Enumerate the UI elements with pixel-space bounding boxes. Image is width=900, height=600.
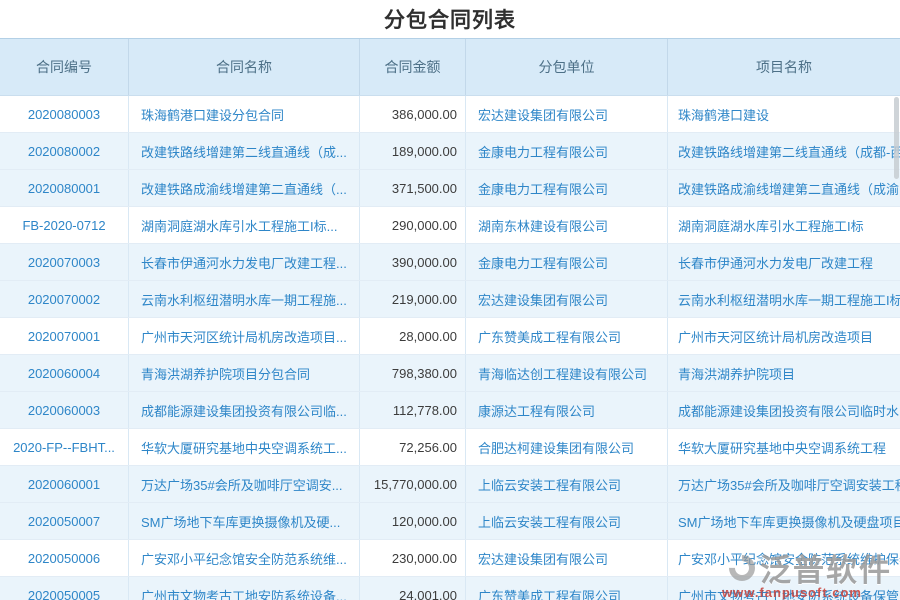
cell-subcontractor[interactable]: 湖南东林建设有限公司 [466,207,668,243]
column-header-contract-amount: 合同金额 [360,39,466,95]
cell-contract-name[interactable]: 湖南洞庭湖水库引水工程施工I标... [129,207,360,243]
cell-subcontractor[interactable]: 合肥达柯建设集团有限公司 [466,429,668,465]
subcontract-table: 合同编号 合同名称 合同金额 分包单位 项目名称 2020080003 珠海鹤港口… [0,38,900,600]
table-row: 2020060004 青海洪湖养护院项目分包合同 798,380.00 青海临达创工程… [0,355,900,392]
cell-contract-amount: 230,000.00 [360,540,466,576]
cell-contract-code[interactable]: 2020050007 [0,503,129,539]
cell-subcontractor[interactable]: 康源达工程有限公司 [466,392,668,428]
cell-subcontractor[interactable]: 宏达建设集团有限公司 [466,96,668,132]
cell-subcontractor[interactable]: 宏达建设集团有限公司 [466,540,668,576]
cell-contract-amount: 24,001.00 [360,577,466,600]
cell-contract-code[interactable]: 2020060001 [0,466,129,502]
cell-contract-code[interactable]: 2020080002 [0,133,129,169]
cell-contract-name[interactable]: 广安邓小平纪念馆安全防范系统维... [129,540,360,576]
table-row: 2020050005 广州市文物考古工地安防系统设备... 24,001.00 广东赞… [0,577,900,600]
cell-subcontractor[interactable]: 金康电力工程有限公司 [466,133,668,169]
cell-contract-amount: 290,000.00 [360,207,466,243]
column-header-subcontractor: 分包单位 [466,39,668,95]
table-row: 2020070001 广州市天河区统计局机房改造项目... 28,000.00 广东赞… [0,318,900,355]
cell-project-name[interactable]: 成都能源建设集团投资有限公司临时水 [678,403,900,419]
table-row: 2020080002 改建铁路线增建第二线直通线（成... 189,000.00 金康… [0,133,900,170]
cell-contract-amount: 390,000.00 [360,244,466,280]
page-title: 分包合同列表 [384,9,516,32]
cell-contract-name[interactable]: 广州市文物考古工地安防系统设备... [129,577,360,600]
cell-contract-name[interactable]: 青海洪湖养护院项目分包合同 [129,355,360,391]
cell-project-name[interactable]: 湖南洞庭湖水库引水工程施工I标 [678,218,864,234]
cell-contract-code[interactable]: 2020070001 [0,318,129,354]
table-row: FB-2020-0712 湖南洞庭湖水库引水工程施工I标... 290,000.00… [0,207,900,244]
cell-contract-code[interactable]: 2020060003 [0,392,129,428]
cell-contract-code[interactable]: 2020080001 [0,170,129,206]
cell-contract-code[interactable]: 2020-FP--FBHT... [0,429,129,465]
cell-contract-amount: 219,000.00 [360,281,466,317]
cell-project-name[interactable]: 广州市天河区统计局机房改造项目 [678,329,874,345]
column-header-contract-name: 合同名称 [129,39,360,95]
table-row: 2020060003 成都能源建设集团投资有限公司临... 112,778.00 康源… [0,392,900,429]
cell-contract-name[interactable]: 改建铁路线增建第二线直通线（成... [129,133,360,169]
table-row: 2020060001 万达广场35#会所及咖啡厅空调安... 15,770,000.… [0,466,900,503]
cell-subcontractor[interactable]: 广东赞美成工程有限公司 [466,577,668,600]
cell-contract-name[interactable]: 万达广场35#会所及咖啡厅空调安... [129,466,360,502]
cell-contract-name[interactable]: 成都能源建设集团投资有限公司临... [129,392,360,428]
table-row: 2020-FP--FBHT... 华软大厦研究基地中央空调系统工... 72,256… [0,429,900,466]
table-row: 2020080003 珠海鹤港口建设分包合同 386,000.00 宏达建设集团有限公… [0,96,900,133]
cell-project-name[interactable]: 长春市伊通河水力发电厂改建工程 [678,255,874,271]
cell-project-name[interactable]: 改建铁路成渝线增建第二直通线（成渝 [678,181,900,197]
cell-subcontractor[interactable]: 宏达建设集团有限公司 [466,281,668,317]
cell-project-name[interactable]: 万达广场35#会所及咖啡厅空调安装工程 [678,477,900,493]
cell-contract-code[interactable]: 2020050005 [0,577,129,600]
table-header-row: 合同编号 合同名称 合同金额 分包单位 项目名称 [0,39,900,96]
cell-contract-name[interactable]: 长春市伊通河水力发电厂改建工程... [129,244,360,280]
cell-contract-amount: 120,000.00 [360,503,466,539]
cell-contract-code[interactable]: FB-2020-0712 [0,207,129,243]
cell-project-name[interactable]: 广州市文物考古工地安防系统设备保管 [678,588,900,600]
cell-contract-amount: 371,500.00 [360,170,466,206]
cell-project-name[interactable]: 青海洪湖养护院项目 [678,366,796,382]
column-header-contract-code: 合同编号 [0,39,129,95]
cell-project-name[interactable]: 改建铁路线增建第二线直通线（成都-西 [678,144,900,160]
cell-project-name[interactable]: 云南水利枢纽潜明水库一期工程施工I标 [678,292,900,308]
table-row: 2020070003 长春市伊通河水力发电厂改建工程... 390,000.00 金康… [0,244,900,281]
cell-contract-name[interactable]: 华软大厦研究基地中央空调系统工... [129,429,360,465]
cell-contract-name[interactable]: SM广场地下车库更换摄像机及硬... [129,503,360,539]
cell-contract-amount: 386,000.00 [360,96,466,132]
vertical-scrollbar[interactable] [894,97,899,179]
cell-subcontractor[interactable]: 上临云安装工程有限公司 [466,466,668,502]
table-row: 2020050006 广安邓小平纪念馆安全防范系统维... 230,000.00 宏达… [0,540,900,577]
cell-contract-amount: 798,380.00 [360,355,466,391]
cell-contract-code[interactable]: 2020070002 [0,281,129,317]
cell-contract-name[interactable]: 改建铁路成渝线增建第二直通线（... [129,170,360,206]
table-body: 2020080003 珠海鹤港口建设分包合同 386,000.00 宏达建设集团有限公… [0,96,900,600]
cell-project-name[interactable]: 华软大厦研究基地中央空调系统工程 [678,440,887,456]
cell-contract-name[interactable]: 广州市天河区统计局机房改造项目... [129,318,360,354]
cell-subcontractor[interactable]: 青海临达创工程建设有限公司 [466,355,668,391]
cell-project-name[interactable]: 珠海鹤港口建设 [678,107,770,123]
column-header-project-name: 项目名称 [756,59,812,75]
cell-contract-code[interactable]: 2020080003 [0,96,129,132]
cell-contract-name[interactable]: 云南水利枢纽潜明水库一期工程施... [129,281,360,317]
cell-contract-amount: 15,770,000.00 [360,466,466,502]
table-row: 2020070002 云南水利枢纽潜明水库一期工程施... 219,000.00 宏达… [0,281,900,318]
cell-subcontractor[interactable]: 上临云安装工程有限公司 [466,503,668,539]
cell-subcontractor[interactable]: 金康电力工程有限公司 [466,244,668,280]
cell-contract-code[interactable]: 2020070003 [0,244,129,280]
cell-contract-code[interactable]: 2020050006 [0,540,129,576]
cell-contract-amount: 28,000.00 [360,318,466,354]
cell-contract-name[interactable]: 珠海鹤港口建设分包合同 [129,96,360,132]
cell-contract-code[interactable]: 2020060004 [0,355,129,391]
cell-contract-amount: 189,000.00 [360,133,466,169]
cell-contract-amount: 72,256.00 [360,429,466,465]
cell-project-name[interactable]: SM广场地下车库更换摄像机及硬盘项目 [678,514,900,530]
table-row: 2020050007 SM广场地下车库更换摄像机及硬... 120,000.00 上临… [0,503,900,540]
cell-subcontractor[interactable]: 金康电力工程有限公司 [466,170,668,206]
cell-subcontractor[interactable]: 广东赞美成工程有限公司 [466,318,668,354]
table-row: 2020080001 改建铁路成渝线增建第二直通线（... 371,500.00 金康… [0,170,900,207]
cell-project-name[interactable]: 广安邓小平纪念馆安全防范系统维护保养 [678,551,900,567]
cell-contract-amount: 112,778.00 [360,392,466,428]
